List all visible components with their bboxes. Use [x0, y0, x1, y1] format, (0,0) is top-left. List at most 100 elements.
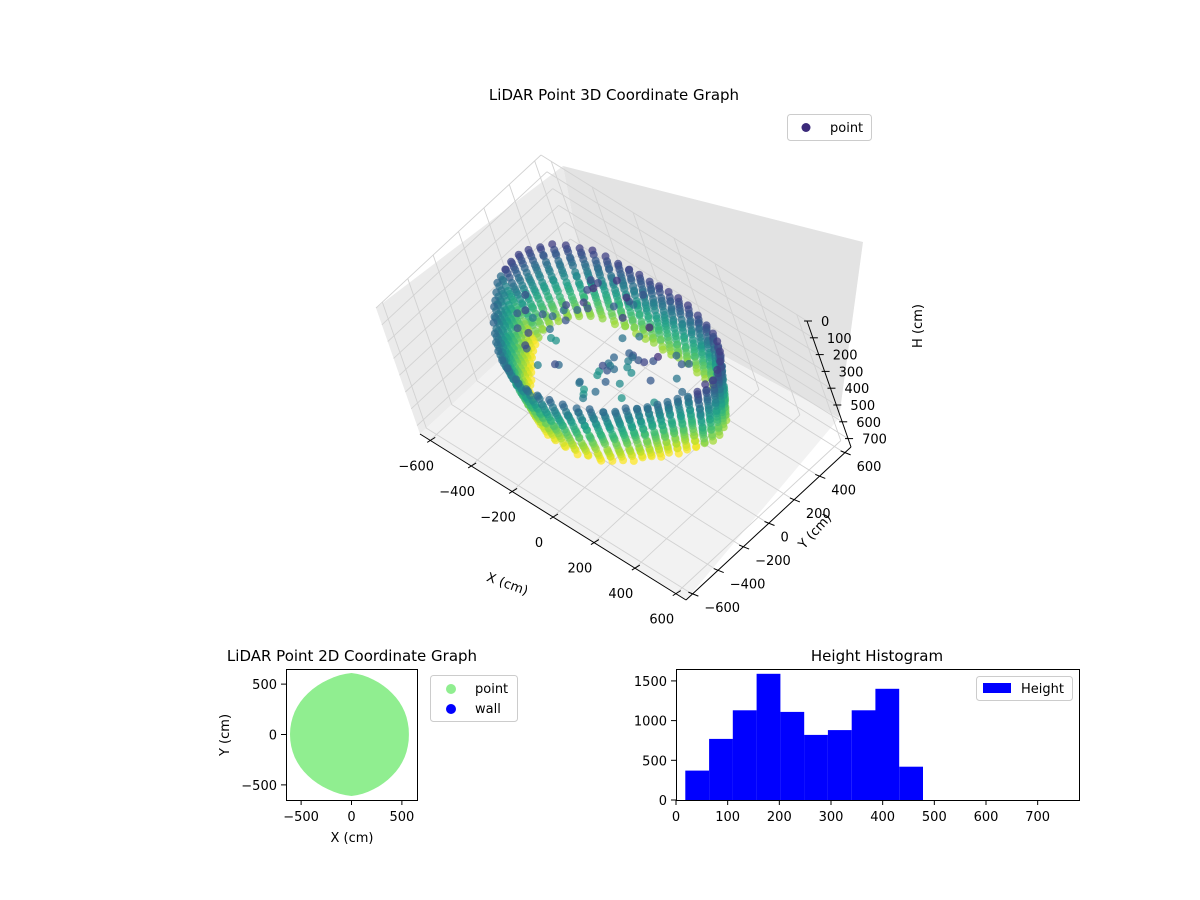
data-point	[639, 290, 647, 299]
grid-line-z-left	[393, 205, 559, 359]
data-point	[521, 290, 530, 299]
data-point	[498, 356, 507, 365]
z-tick-label: 500	[850, 399, 875, 414]
data-point	[562, 301, 571, 310]
z-tick-label: 400	[844, 382, 869, 397]
x-tick	[467, 462, 477, 469]
grid-line-y-wall	[381, 301, 427, 429]
grid-line-x-wall	[714, 263, 760, 390]
x-tick	[590, 539, 600, 545]
grid-line-y-floor	[426, 427, 693, 595]
x-tick-label-histogram: 0	[672, 810, 680, 825]
data-point	[677, 360, 686, 369]
chart-2d-title: LiDAR Point 2D Coordinate Graph	[227, 647, 477, 665]
data-point	[641, 334, 650, 343]
data-point	[589, 284, 598, 293]
data-point	[492, 338, 501, 347]
grid-line-z-left	[405, 238, 571, 393]
data-point	[489, 318, 498, 327]
y-tick	[840, 450, 851, 456]
y-tick	[815, 473, 826, 479]
data-point	[599, 408, 608, 417]
x-tick-label-2d: 500	[389, 810, 414, 825]
legend-marker-point-2d	[446, 684, 456, 694]
data-point	[625, 349, 634, 358]
data-point	[494, 347, 503, 356]
data-point	[593, 279, 602, 287]
data-point	[569, 261, 577, 270]
y-tick-label-2d: 500	[252, 678, 277, 693]
data-point	[716, 357, 725, 366]
z-tick-label: 300	[839, 365, 864, 380]
data-point	[656, 336, 665, 345]
histogram-bar	[804, 734, 828, 800]
y-tick-label-histogram: 0	[659, 794, 667, 809]
data-point	[575, 312, 584, 321]
data-point	[585, 405, 594, 414]
histogram-bar	[756, 673, 781, 800]
grid-line-y-wall	[432, 254, 478, 382]
data-point	[672, 351, 681, 360]
data-point	[554, 317, 563, 326]
data-point	[635, 311, 644, 320]
data-point	[673, 394, 682, 403]
data-point	[659, 345, 667, 354]
data-point	[618, 313, 627, 322]
x-tick-label-histogram: 100	[715, 810, 740, 825]
grid-line-z-left	[387, 188, 554, 342]
data-point	[621, 322, 630, 331]
data-point	[586, 312, 595, 321]
data-point	[538, 310, 547, 319]
data-point	[684, 392, 692, 401]
y-tick-label: −600	[704, 601, 740, 616]
data-point	[601, 377, 610, 386]
axes-3d: −600−400−2000200400600−600−400−200020040…	[398, 315, 887, 628]
x-tick	[426, 436, 436, 443]
data-point	[693, 387, 702, 396]
data-point	[490, 329, 499, 338]
histogram-bar	[899, 766, 923, 800]
legend-box	[787, 114, 872, 141]
x-tick	[549, 513, 559, 520]
y-tick	[688, 591, 699, 597]
data-point	[524, 328, 533, 337]
y-tick-label: 400	[831, 483, 856, 498]
data-point	[572, 404, 581, 413]
data-point	[583, 304, 592, 313]
grid-line-z-left	[375, 154, 542, 309]
chart-2d: LiDAR Point 2D Coordinate Graph −500 0 500…	[218, 647, 518, 846]
y-tick-label: −400	[730, 578, 766, 593]
x-tick-label-histogram: 300	[819, 810, 844, 825]
data-point	[573, 306, 582, 314]
y-tick-label-histogram: 1000	[634, 715, 667, 730]
data-point	[701, 380, 710, 389]
data-point	[678, 387, 687, 396]
data-point	[615, 379, 624, 388]
y-tick	[738, 544, 750, 550]
grid-line-z-back	[558, 205, 825, 372]
plot-frame-2d	[286, 669, 418, 801]
grid-line-x-wall	[796, 314, 842, 441]
y-tick	[789, 497, 801, 503]
data-point	[521, 341, 530, 350]
legend-swatch-height	[983, 683, 1011, 693]
chart-3d: LiDAR Point 3D Coordinate Graph −600 −400…	[375, 86, 926, 628]
data-point	[551, 360, 559, 369]
legend-box-histogram	[976, 676, 1073, 701]
grid-line-z-back	[552, 188, 819, 355]
data-point	[663, 397, 672, 406]
histogram-bar	[851, 710, 876, 800]
legend-label-point: point	[830, 121, 863, 136]
histogram-bar	[709, 738, 733, 800]
histogram-bars	[685, 673, 923, 800]
data-point	[610, 365, 619, 374]
data-point	[512, 375, 520, 384]
y-tick-label-histogram: 1500	[634, 675, 667, 690]
z-tick-label: 200	[833, 349, 858, 364]
data-point	[572, 272, 581, 281]
z-tick-label: 0	[821, 315, 829, 330]
x-tick-label-histogram: 400	[870, 810, 895, 825]
z-tick-label: 100	[827, 332, 852, 347]
y-tick-label-2d: −500	[241, 779, 277, 794]
data-point	[513, 324, 522, 333]
